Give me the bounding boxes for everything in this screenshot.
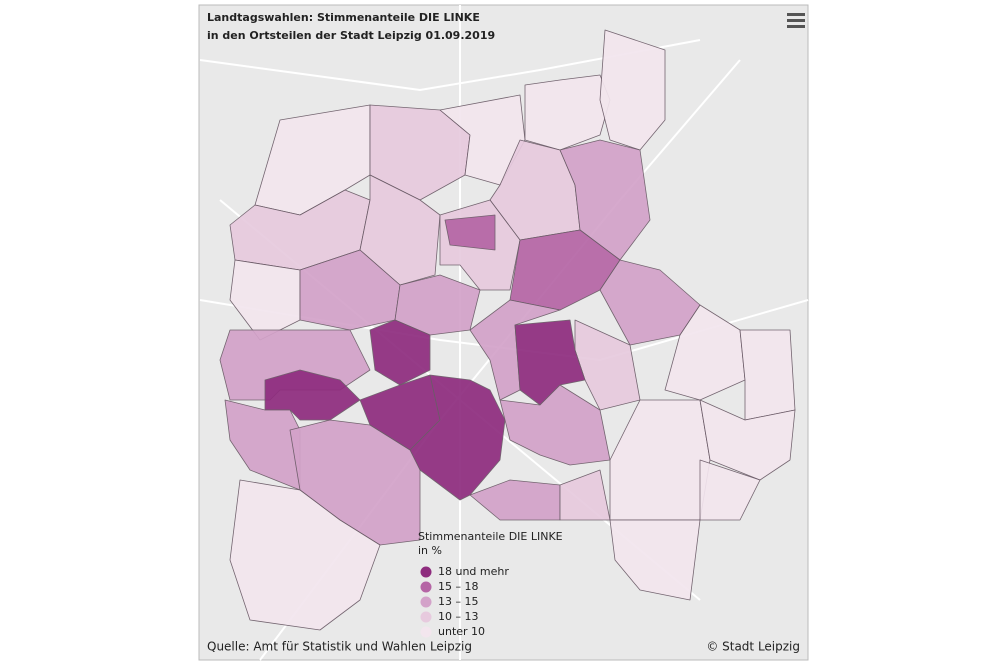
legend-swatch: [420, 611, 432, 623]
district: [229, 479, 381, 631]
legend-swatch: [420, 626, 432, 638]
legend-title: in %: [418, 544, 442, 557]
district: [369, 319, 431, 386]
district: [739, 329, 796, 421]
menu-bar[interactable]: [787, 19, 805, 22]
district: [444, 214, 496, 251]
district: [514, 319, 586, 406]
legend-swatch: [420, 581, 432, 593]
title-line: in den Ortsteilen der Stadt Leipzig 01.0…: [207, 29, 495, 42]
districts: [219, 29, 796, 631]
district: [699, 399, 796, 481]
menu-bar[interactable]: [787, 13, 805, 16]
district: [359, 174, 441, 286]
legend-title: Stimmenanteile DIE LINKE: [418, 530, 563, 543]
legend-label: 10 – 13: [438, 610, 479, 623]
legend-label: 18 und mehr: [438, 565, 509, 578]
source: Quelle: Amt für Statistik und Wahlen Lei…: [207, 640, 472, 654]
district: [609, 519, 701, 601]
legend-swatch: [420, 596, 432, 608]
district: [599, 29, 666, 151]
menu-button[interactable]: [787, 13, 805, 28]
legend-swatch: [420, 566, 432, 578]
credit: © Stadt Leipzig: [706, 640, 800, 654]
legend: 18 und mehr 15 – 18 13 – 15 10 – 13 unter 10: [420, 565, 509, 638]
district: [699, 459, 761, 521]
menu-bar[interactable]: [787, 25, 805, 28]
district: [559, 139, 651, 261]
legend-label: 15 – 18: [438, 580, 479, 593]
legend-label: 13 – 15: [438, 595, 479, 608]
legend-label: unter 10: [438, 625, 485, 638]
title-line: Landtagswahlen: Stimmenanteile DIE LINKE: [207, 11, 480, 24]
